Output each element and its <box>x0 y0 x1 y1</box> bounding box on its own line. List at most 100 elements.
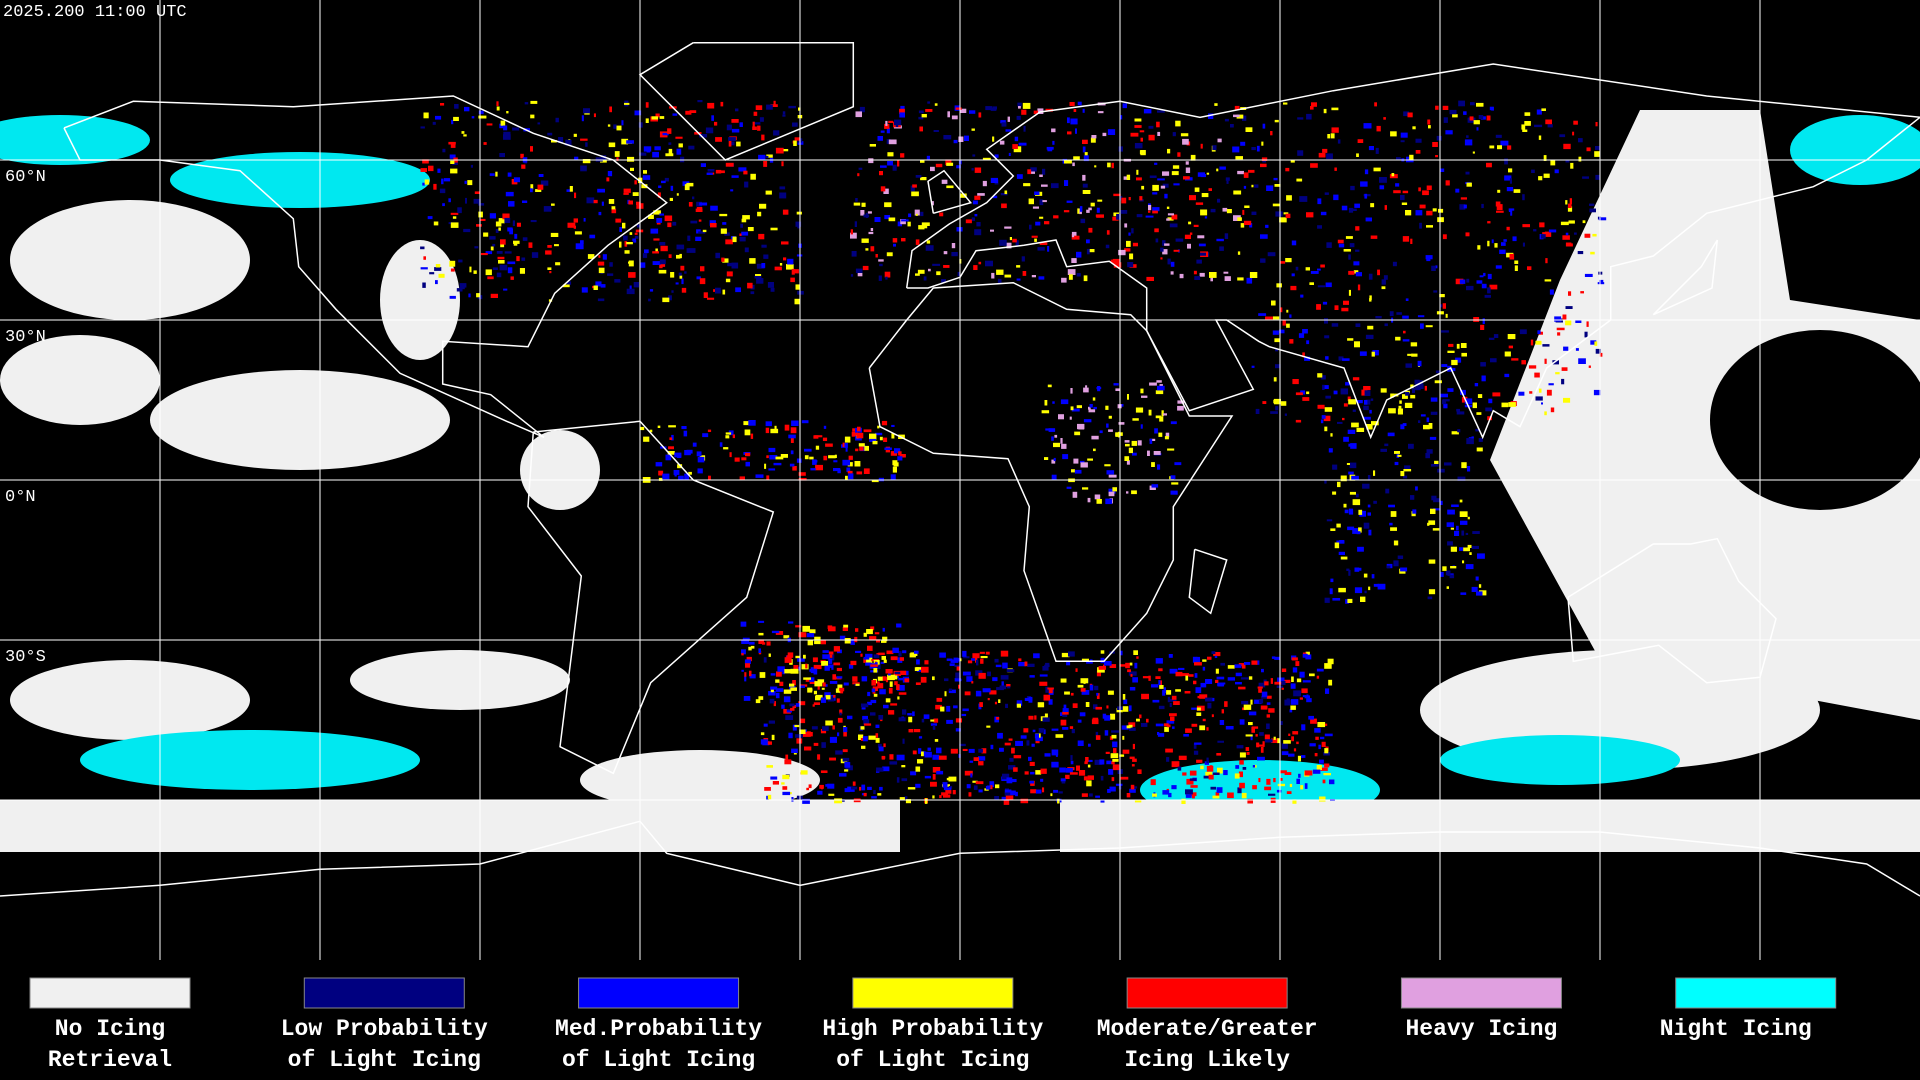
icing-pixel <box>580 240 584 244</box>
legend-swatch <box>852 977 1014 1009</box>
icing-pixel <box>698 231 706 234</box>
icing-pixel <box>1309 282 1314 285</box>
icing-pixel <box>1299 697 1303 700</box>
icing-pixel <box>429 272 435 275</box>
icing-pixel <box>1199 725 1206 731</box>
icing-pixel <box>943 794 951 798</box>
icing-pixel <box>688 202 693 207</box>
icing-pixel <box>1344 509 1349 514</box>
icing-pixel <box>1083 275 1088 282</box>
icing-pixel <box>946 658 953 661</box>
icing-pixel <box>657 425 661 428</box>
icing-pixel <box>855 448 859 452</box>
icing-pixel <box>1194 742 1202 745</box>
icing-pixel <box>715 287 721 294</box>
icing-pixel <box>943 251 948 255</box>
icing-pixel <box>1273 778 1276 783</box>
icing-pixel <box>973 785 978 790</box>
icing-pixel <box>1002 773 1010 780</box>
icing-pixel <box>741 639 750 644</box>
icing-pixel <box>881 640 887 643</box>
icing-pixel <box>1242 209 1245 215</box>
icing-pixel <box>959 108 967 113</box>
icing-pixel <box>1296 178 1303 182</box>
icing-pixel <box>1095 214 1100 217</box>
icing-pixel <box>880 165 887 168</box>
icing-pixel <box>1125 443 1130 447</box>
icing-pixel <box>1051 183 1059 189</box>
icing-pixel <box>697 100 703 103</box>
icing-pixel <box>676 148 682 155</box>
icing-pixel <box>496 272 502 278</box>
icing-pixel <box>1345 236 1353 239</box>
icing-pixel <box>1086 209 1090 213</box>
icing-pixel <box>844 638 851 644</box>
icing-pixel <box>1589 208 1596 213</box>
icing-pixel <box>1586 147 1591 152</box>
icing-pixel <box>748 420 756 426</box>
icing-pixel <box>1377 269 1380 276</box>
icing-pixel <box>794 724 800 728</box>
cloud <box>580 750 820 810</box>
icing-pixel <box>1099 759 1105 765</box>
icing-pixel <box>1338 587 1346 593</box>
icing-pixel <box>1169 698 1177 702</box>
icing-pixel <box>697 456 705 463</box>
icing-pixel <box>755 105 763 110</box>
icing-pixel <box>941 179 948 184</box>
icing-pixel <box>890 451 898 456</box>
icing-pixel <box>503 134 511 140</box>
icing-pixel <box>790 668 799 674</box>
icing-pixel <box>1436 135 1442 141</box>
icing-pixel <box>490 293 498 298</box>
icing-pixel <box>806 787 809 791</box>
icing-pixel <box>1129 756 1135 760</box>
icing-pixel <box>1415 210 1423 216</box>
icing-pixel <box>1001 796 1009 801</box>
cloud <box>1490 110 1920 720</box>
icing-pixel <box>1157 110 1165 113</box>
icing-pixel <box>846 467 851 472</box>
icing-pixel <box>864 445 869 451</box>
icing-pixel <box>785 754 789 761</box>
icing-pixel <box>1373 470 1376 476</box>
icing-pixel <box>464 106 470 112</box>
icing-pixel <box>932 725 936 730</box>
icing-pixel <box>850 232 857 239</box>
icing-pixel <box>744 181 749 188</box>
icing-pixel <box>1459 511 1468 517</box>
icing-pixel <box>1273 399 1277 404</box>
icing-pixel <box>1522 242 1525 247</box>
icing-pixel <box>1449 109 1457 115</box>
icing-pixel <box>944 691 947 697</box>
icing-pixel <box>758 620 765 623</box>
icing-pixel <box>1480 116 1486 120</box>
icing-pixel <box>695 236 702 241</box>
icing-pixel <box>1261 157 1268 161</box>
icing-pixel <box>970 658 978 661</box>
icing-pixel <box>902 650 907 654</box>
icing-pixel <box>847 715 853 720</box>
icing-pixel <box>924 751 932 758</box>
icing-pixel <box>1351 422 1359 428</box>
icing-pixel <box>813 664 822 670</box>
icing-pixel <box>870 626 875 631</box>
icing-pixel <box>1302 352 1305 358</box>
icing-pixel <box>1018 106 1021 109</box>
icing-pixel <box>868 735 876 740</box>
icing-pixel <box>1563 143 1571 150</box>
icing-pixel <box>1051 474 1057 480</box>
icing-pixel <box>1304 356 1310 361</box>
icing-pixel <box>1508 345 1513 349</box>
icing-pixel <box>869 433 877 440</box>
icing-pixel <box>1304 770 1313 776</box>
icing-pixel <box>993 195 998 199</box>
icing-pixel <box>901 219 909 222</box>
icing-pixel <box>1184 234 1191 239</box>
icing-pixel <box>1308 715 1314 720</box>
icing-pixel <box>433 221 439 226</box>
icing-pixel <box>884 123 890 129</box>
icing-pixel <box>729 452 732 458</box>
icing-pixel <box>1274 681 1282 685</box>
icing-pixel <box>793 140 797 146</box>
